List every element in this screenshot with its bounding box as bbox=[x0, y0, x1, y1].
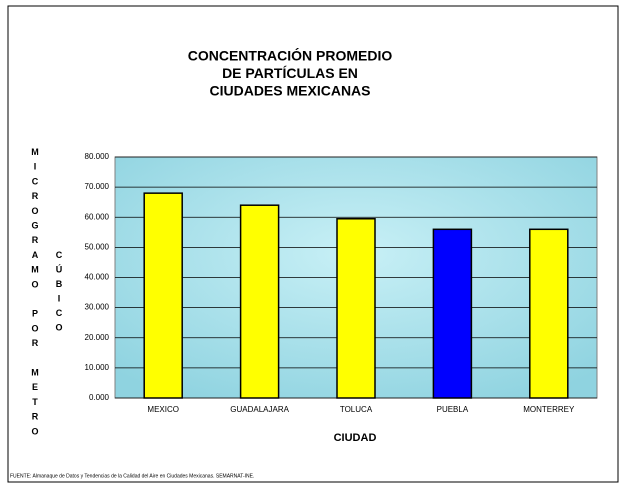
y-tick-label: 40.000 bbox=[85, 273, 110, 282]
x-tick-label: MEXICO bbox=[147, 405, 179, 414]
y-tick-label: 10.000 bbox=[85, 363, 110, 372]
chart: CIUDAD FUENTE: Almanaque de Datos y Tend… bbox=[0, 0, 626, 489]
bar bbox=[530, 229, 568, 398]
y-tick-label: 80.000 bbox=[85, 152, 110, 161]
bar bbox=[144, 193, 182, 398]
y-tick-label: 70.000 bbox=[85, 182, 110, 191]
x-axis-title: CIUDAD bbox=[334, 432, 377, 444]
x-tick-label: TOLUCA bbox=[340, 405, 373, 414]
chart-title: CONCENTRACIÓN PROMEDIO bbox=[188, 47, 393, 64]
chart-title: DE PARTÍCULAS EN bbox=[222, 65, 358, 81]
y-tick-label: 30.000 bbox=[85, 303, 110, 312]
x-tick-label: GUADALAJARA bbox=[230, 405, 289, 414]
x-tick-label: MONTERREY bbox=[523, 405, 575, 414]
y-tick-label: 60.000 bbox=[85, 212, 110, 221]
x-tick-label: PUEBLA bbox=[437, 405, 469, 414]
y-tick-label: 0.000 bbox=[89, 393, 110, 402]
chart-title: CIUDADES MEXICANAS bbox=[209, 83, 370, 99]
source-note: FUENTE: Almanaque de Datos y Tendencias … bbox=[10, 473, 254, 479]
bar bbox=[337, 219, 375, 398]
y-tick-label: 20.000 bbox=[85, 333, 110, 342]
bar bbox=[241, 205, 279, 398]
bar bbox=[433, 229, 471, 398]
y-tick-label: 50.000 bbox=[85, 242, 110, 251]
